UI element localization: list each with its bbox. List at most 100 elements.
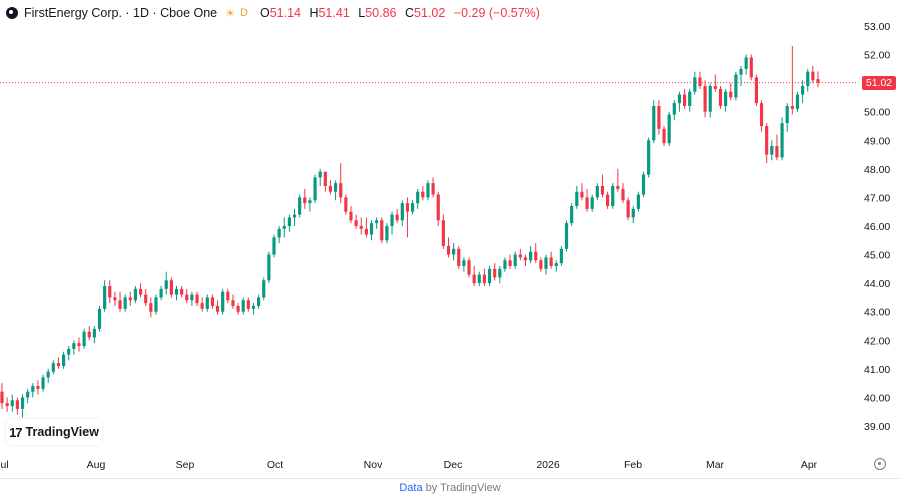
candle-body[interactable] [313,177,317,201]
candle-body[interactable] [446,246,451,255]
candle-body[interactable] [652,106,656,141]
candle-body[interactable] [672,103,676,115]
candle-body[interactable] [169,280,173,295]
candle-body[interactable] [487,268,492,284]
candle-body[interactable] [554,263,558,266]
candle-body[interactable] [72,343,76,349]
candle-body[interactable] [421,191,425,198]
candle-body[interactable] [5,403,9,406]
candle-body[interactable] [359,226,363,229]
candle-body[interactable] [103,286,107,309]
candle-body[interactable] [795,94,800,109]
candle-body[interactable] [349,211,353,221]
candle-body[interactable] [544,257,548,269]
candle-body[interactable] [272,237,276,255]
candle-body[interactable] [682,94,687,106]
candle-body[interactable] [595,186,599,198]
scale-settings-icon[interactable] [874,458,886,470]
candle-body[interactable] [174,288,179,295]
candle-body[interactable] [493,268,497,278]
candle-body[interactable] [708,86,712,112]
candle-body[interactable] [51,363,55,372]
candle-body[interactable] [205,297,209,309]
candle-body[interactable] [138,288,143,295]
candle-body[interactable] [534,251,538,261]
candle-body[interactable] [154,297,158,312]
candle-body[interactable] [292,214,297,218]
candle-body[interactable] [200,303,204,309]
candle-body[interactable] [354,220,358,226]
candle-body[interactable] [816,79,820,83]
candle-body[interactable] [344,197,348,212]
candle-body[interactable] [539,260,543,269]
candle-body[interactable] [662,128,666,144]
candle-body[interactable] [806,71,810,86]
candle-body[interactable] [92,328,96,338]
candle-body[interactable] [472,274,476,284]
candle-body[interactable] [801,86,805,95]
candle-body[interactable] [436,194,440,221]
candle-body[interactable] [482,274,487,284]
candle-body[interactable] [215,306,220,312]
candle-body[interactable] [734,74,738,98]
candle-body[interactable] [41,377,45,389]
candle-body[interactable] [369,223,374,235]
candle-body[interactable] [61,354,66,366]
data-badge[interactable]: D [240,7,248,19]
candle-body[interactable] [605,194,610,206]
candle-body[interactable] [210,297,215,306]
candle-body[interactable] [754,77,759,104]
symbol-title[interactable]: FirstEnergy Corp. · 1D · Cboe One [24,6,218,20]
candle-body[interactable] [729,91,733,98]
candle-body[interactable] [529,251,533,261]
candle-body[interactable] [426,183,430,198]
candle-body[interactable] [400,203,404,221]
candle-body[interactable] [405,203,410,212]
candle-body[interactable] [718,88,723,106]
candle-body[interactable] [667,114,671,144]
candle-body[interactable] [149,303,153,312]
candle-body[interactable] [287,217,291,226]
candle-body[interactable] [298,197,302,215]
candle-body[interactable] [441,220,445,246]
candle-body[interactable] [15,400,19,409]
candle-body[interactable] [770,146,774,155]
candle-body[interactable] [236,306,240,312]
candle-body[interactable] [457,248,461,266]
candle-body[interactable] [575,191,579,206]
data-link[interactable]: Data [399,482,423,494]
candle-body[interactable] [631,208,635,218]
candle-body[interactable] [739,68,743,75]
candle-body[interactable] [477,274,481,284]
candle-body[interactable] [303,197,307,204]
candle-body[interactable] [785,106,789,124]
candle-body[interactable] [765,126,769,155]
candle-body[interactable] [498,268,502,278]
candle-body[interactable] [559,248,563,264]
candle-body[interactable] [657,106,661,129]
candle-body[interactable] [790,106,794,109]
candle-body[interactable] [46,371,50,378]
candle-body[interactable] [462,260,466,266]
candle-body[interactable] [677,94,682,104]
candle-body[interactable] [108,286,112,298]
tradingview-logo[interactable]: 17 TradingView [6,419,102,445]
candle-body[interactable] [10,400,14,406]
candle-body[interactable] [616,186,620,189]
candle-body[interactable] [97,308,102,329]
candle-body[interactable] [703,86,707,112]
candle-body[interactable] [698,77,702,86]
candle-body[interactable] [749,57,753,78]
candle-body[interactable] [128,297,132,301]
candle-body[interactable] [318,171,322,178]
candle-body[interactable] [513,254,517,266]
candle-body[interactable] [380,220,384,241]
candle-body[interactable] [811,71,815,81]
candle-body[interactable] [590,197,594,209]
candle-body[interactable] [113,297,117,301]
candle-body[interactable] [600,186,605,195]
candle-body[interactable] [26,391,30,398]
candle-body[interactable] [0,391,4,404]
candle-body[interactable] [713,86,717,89]
candlestick-chart[interactable]: 53.0052.0051.0050.0049.0048.0047.0046.00… [0,0,900,478]
